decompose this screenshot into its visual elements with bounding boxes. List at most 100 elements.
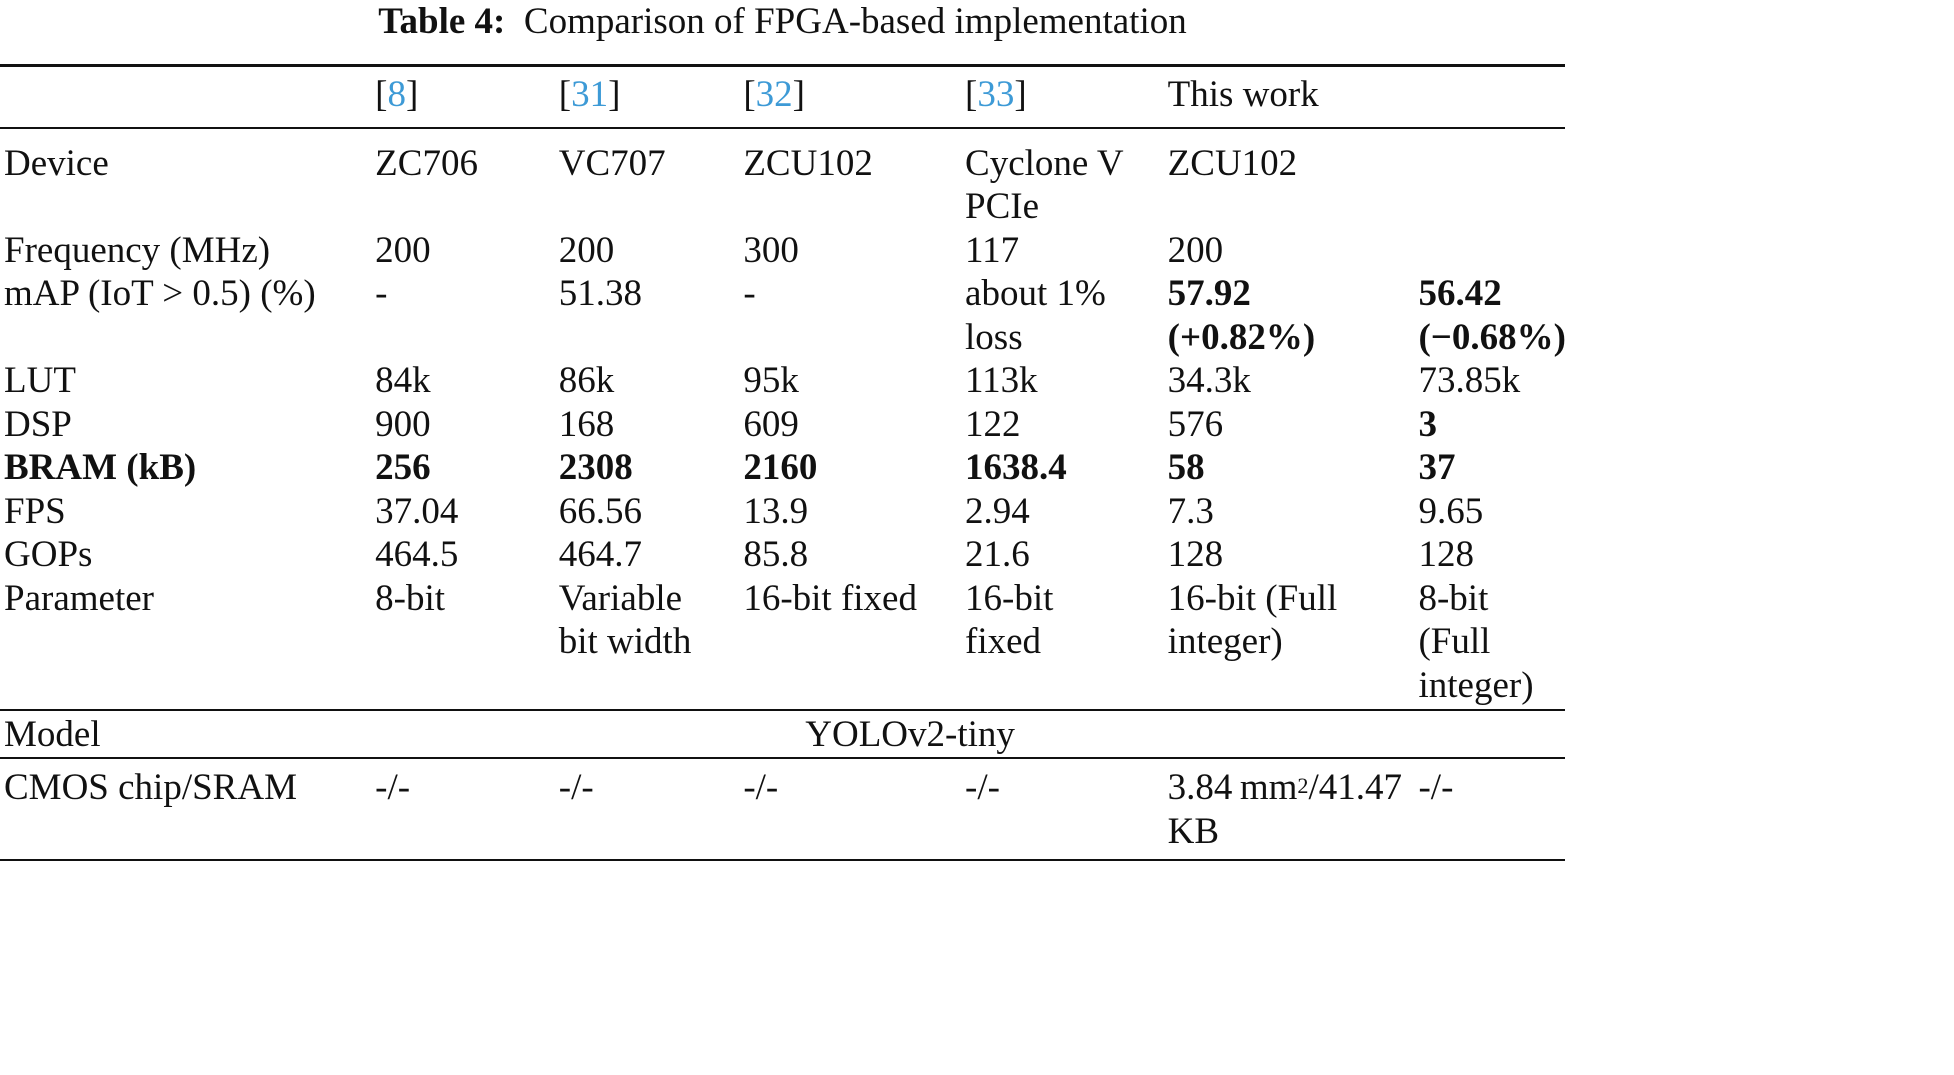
table-cell: 2160	[743, 447, 818, 488]
table-cell: 200	[375, 229, 431, 271]
table-cell: 57.92 (+0.82%)	[1167, 273, 1316, 358]
table-cell: 300	[743, 229, 799, 271]
row-label: Device	[4, 142, 109, 184]
row-label: DSP	[4, 403, 72, 445]
model-value: YOLOv2-tiny	[805, 714, 1015, 755]
citation-link[interactable]: [33]	[965, 74, 1027, 115]
table-cell: 113k	[965, 360, 1038, 401]
citation-number[interactable]: 8	[387, 74, 407, 115]
table-cell	[1414, 229, 1565, 273]
table-row: mAP (IoT > 0.5) (%) - 51.38 - about 1% loss 5…	[0, 272, 1566, 359]
citation-link[interactable]: [8]	[375, 74, 419, 115]
table-cell: 58	[1167, 447, 1205, 488]
row-label: GOPs	[4, 534, 93, 575]
table-row: GOPs 464.5 464.7 85.8 21.6 128 128	[0, 533, 1565, 577]
table-cell: 66.56	[558, 490, 642, 532]
table-cell: 16-bit (Full integer)	[1167, 577, 1338, 663]
table-cell: -	[743, 273, 756, 314]
table-cell: 34.3k	[1167, 360, 1251, 401]
table-cell: 37	[1418, 447, 1456, 488]
header-cell: [31]	[555, 66, 740, 128]
table-cell: 73.85k	[1418, 360, 1521, 401]
table-cell: 86k	[558, 360, 615, 401]
table-cell: 16-bit fixed	[743, 577, 917, 619]
row-label: Model	[4, 714, 101, 755]
table-cell: 85.8	[743, 534, 809, 575]
table-cell: 8-bit	[375, 577, 446, 619]
table-cell: -	[375, 273, 388, 314]
table-cell: 122	[965, 403, 1021, 445]
table-cell: 37.04	[375, 490, 459, 532]
table-cell	[1414, 128, 1565, 229]
row-label: LUT	[4, 360, 76, 401]
caption-label: Table 4:	[378, 1, 506, 42]
table-header-row: [8] [31] [32] [33] This work	[0, 65, 1565, 128]
row-label: Parameter	[4, 577, 154, 619]
header-cell: [33]	[961, 66, 1164, 128]
table-cell: 128	[1418, 534, 1474, 575]
row-label: Frequency (MHz)	[4, 229, 271, 271]
citation-number[interactable]: 32	[755, 74, 793, 115]
cmos-row: CMOS chip/SRAM -/- -/- -/- -/- 3.84 mm2/41.47…	[0, 758, 1565, 860]
table-cell: -/-	[743, 767, 779, 808]
table-cell: about 1% loss	[965, 273, 1106, 358]
table-cell: 95k	[743, 360, 799, 401]
header-cell	[1414, 66, 1565, 128]
table-cell: 117	[965, 229, 1020, 271]
header-cell: [32]	[739, 66, 961, 128]
table-cell: -/-	[558, 767, 594, 808]
table-cell: 609	[743, 403, 799, 445]
table-cell: 56.42 (−0.68%)	[1418, 273, 1566, 358]
table-cell: 256	[375, 447, 431, 488]
table-caption: Table 4: Comparison of FPGA-based implem…	[0, 2, 1565, 42]
table-cell: 464.7	[558, 534, 642, 575]
caption-text: Comparison of FPGA-based implementation	[523, 1, 1187, 42]
table-cell: 2308	[558, 447, 633, 488]
table-row: DSP 900 168 609 122 576 3	[0, 403, 1565, 447]
table-row: Device ZC706 VC707 ZCU102 Cyclone V PCIe ZCU1…	[0, 128, 1565, 229]
area-value: 3.84 mm	[1167, 767, 1298, 808]
citation-link[interactable]: [31]	[558, 74, 621, 115]
header-cell: This work	[1167, 74, 1319, 115]
table-cell: ZCU102	[743, 142, 873, 184]
table-cell: ZC706	[375, 142, 478, 184]
row-label: mAP (IoT > 0.5) (%)	[4, 273, 316, 314]
table-cell: 576	[1167, 403, 1224, 445]
table-cell: Cyclone V PCIe	[965, 142, 1124, 228]
table-cell: 13.9	[743, 490, 809, 532]
table-cell: 7.3	[1167, 490, 1214, 532]
table-cell: 8-bit (Full integer)	[1418, 577, 1534, 706]
row-label: BRAM (kB)	[4, 447, 197, 488]
table-cell: 200	[1167, 229, 1224, 271]
table-cell: Variable bit width	[558, 577, 692, 663]
table-row: FPS 37.04 66.56 13.9 2.94 7.3 9.65	[0, 490, 1565, 534]
table-cell: 9.65	[1418, 490, 1484, 532]
table-cell: 464.5	[375, 534, 459, 575]
table-cell: -/-	[965, 767, 1000, 808]
table-cell: 3.84 mm2/41.47 KB	[1164, 758, 1415, 860]
table-cell: 3	[1418, 403, 1437, 445]
row-label: CMOS chip/SRAM	[4, 767, 297, 808]
header-cell	[0, 66, 371, 128]
table-cell: 1638.4	[965, 447, 1067, 488]
table-cell: ZCU102	[1167, 142, 1298, 184]
table-cell: 128	[1167, 534, 1224, 575]
sram-value: /41.47 KB	[1167, 767, 1403, 852]
header-cell: [8]	[371, 66, 555, 128]
table-row: Frequency (MHz) 200 200 300 117 200	[0, 229, 1565, 273]
area-exponent: 2	[1297, 773, 1309, 798]
table-row: Parameter 8-bit Variable bit width 16-bit f…	[0, 577, 1565, 711]
table-cell: VC707	[558, 142, 666, 184]
row-label: FPS	[4, 490, 66, 532]
citation-number[interactable]: 31	[571, 74, 609, 115]
table-cell: 51.38	[558, 273, 642, 314]
comparison-table: [8] [31] [32] [33] This work Device ZC706 VC707…	[0, 64, 1566, 861]
citation-link[interactable]: [32]	[743, 74, 805, 115]
model-row: Model YOLOv2-tiny	[0, 710, 1565, 758]
table-cell: 21.6	[965, 534, 1030, 575]
table-cell: 168	[558, 403, 615, 445]
citation-number[interactable]: 33	[977, 74, 1015, 115]
table-row: LUT 84k 86k 95k 113k 34.3k 73.85k	[0, 359, 1565, 403]
table-cell: 2.94	[965, 490, 1030, 532]
table-cell: -/-	[1418, 767, 1454, 808]
